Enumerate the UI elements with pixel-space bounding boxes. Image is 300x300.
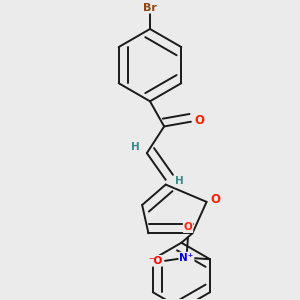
Text: ⁻O: ⁻O (148, 256, 162, 266)
Text: H: H (130, 142, 139, 152)
Text: O: O (184, 222, 192, 232)
Text: H: H (175, 176, 183, 186)
Text: O: O (210, 193, 220, 206)
Text: N⁺: N⁺ (179, 253, 194, 263)
Text: Br: Br (143, 3, 157, 13)
Text: O: O (195, 114, 205, 127)
